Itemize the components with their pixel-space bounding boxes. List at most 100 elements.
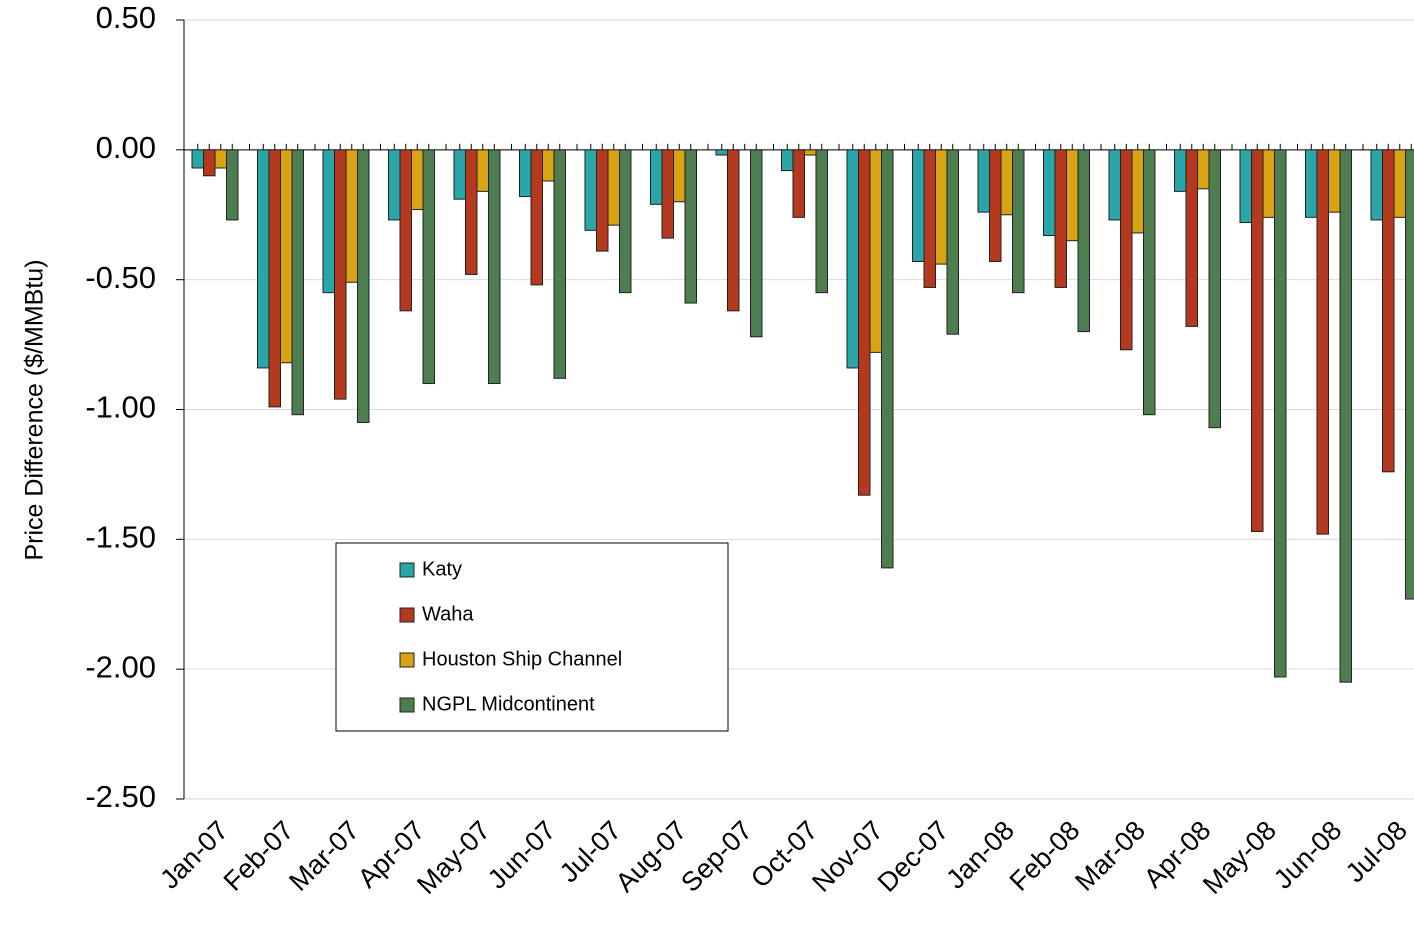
bar xyxy=(280,149,293,364)
bar xyxy=(1339,149,1352,683)
bar xyxy=(1262,149,1275,218)
x-tick-label: Nov-07 xyxy=(806,815,889,898)
bar xyxy=(846,149,859,369)
y-tick-label: -0.50 xyxy=(85,260,156,295)
legend-label: Houston Ship Channel xyxy=(422,648,622,670)
bar xyxy=(203,149,216,177)
y-tick-label: -2.00 xyxy=(85,649,156,684)
legend-swatch xyxy=(399,697,415,713)
bar xyxy=(673,149,686,203)
bar xyxy=(399,149,412,312)
legend-label: NGPL Midcontinent xyxy=(422,693,595,715)
y-tick-label: -1.50 xyxy=(85,520,156,555)
bar xyxy=(214,149,227,169)
bar xyxy=(291,149,304,416)
bar xyxy=(650,149,663,205)
legend-label: Katy xyxy=(422,558,462,580)
bar xyxy=(935,149,948,265)
bar xyxy=(1328,149,1341,213)
bar xyxy=(881,149,894,569)
bar xyxy=(869,149,882,353)
bar xyxy=(1012,149,1025,294)
bar xyxy=(191,149,204,169)
x-tick-label: Sep-07 xyxy=(675,815,758,898)
bar xyxy=(684,149,697,304)
bar xyxy=(912,149,925,262)
bar xyxy=(727,149,740,312)
bar xyxy=(453,149,466,200)
y-tick-label: -1.00 xyxy=(85,390,156,425)
bar xyxy=(607,149,620,226)
legend-swatch xyxy=(399,652,415,668)
bar xyxy=(1382,149,1395,473)
bar xyxy=(257,149,270,369)
x-tick-label: Jun-08 xyxy=(1268,815,1348,895)
bar xyxy=(596,149,609,252)
bar xyxy=(553,149,566,379)
bar xyxy=(411,149,424,211)
bar xyxy=(750,149,763,338)
bar xyxy=(1197,149,1210,190)
bar xyxy=(1066,149,1079,242)
bar xyxy=(858,149,871,496)
bar xyxy=(1305,149,1318,218)
bar xyxy=(1043,149,1056,237)
bar xyxy=(226,149,239,221)
bar xyxy=(345,149,358,283)
bar xyxy=(1251,149,1264,533)
bar xyxy=(804,149,817,156)
x-tick-label: Dec-07 xyxy=(872,815,955,898)
bar xyxy=(542,149,555,182)
x-tick-label: May-08 xyxy=(1197,815,1282,900)
bar xyxy=(465,149,478,275)
bar xyxy=(1185,149,1198,327)
legend-label: Waha xyxy=(422,603,474,625)
bar xyxy=(781,149,794,172)
bar xyxy=(1316,149,1329,535)
bar xyxy=(946,149,959,335)
bar xyxy=(1208,149,1221,429)
bar xyxy=(1143,149,1156,416)
bar xyxy=(476,149,489,192)
bar xyxy=(268,149,281,408)
bar xyxy=(422,149,435,385)
x-tick-label: Jan-08 xyxy=(940,815,1020,895)
y-axis-label: Price Difference ($/MMBtu) xyxy=(21,259,49,560)
bar xyxy=(1000,149,1013,216)
bar xyxy=(1054,149,1067,288)
legend-swatch xyxy=(399,562,415,578)
bar xyxy=(519,149,532,198)
bar xyxy=(715,149,728,156)
x-tick-label: Jul-08 xyxy=(1340,815,1413,888)
bar xyxy=(989,149,1002,262)
bar xyxy=(1120,149,1133,351)
bar xyxy=(322,149,335,294)
x-tick-label: May-07 xyxy=(411,815,496,900)
bar xyxy=(792,149,805,218)
bar xyxy=(661,149,674,239)
x-tick-label: Feb-08 xyxy=(1004,815,1086,897)
bar xyxy=(488,149,501,385)
bar xyxy=(334,149,347,400)
bar xyxy=(1370,149,1383,221)
bar xyxy=(815,149,828,294)
bar xyxy=(923,149,936,288)
bar xyxy=(1239,149,1252,224)
legend-swatch xyxy=(399,607,415,623)
bar xyxy=(388,149,401,221)
bar xyxy=(1077,149,1090,333)
bar xyxy=(1274,149,1287,678)
x-tick-label: Aug-07 xyxy=(610,815,693,898)
x-tick-label: Mar-07 xyxy=(283,815,365,897)
bar xyxy=(530,149,543,286)
x-tick-label: Jan-07 xyxy=(154,815,234,895)
bar xyxy=(357,149,370,423)
bar xyxy=(1131,149,1144,234)
bar xyxy=(1108,149,1121,221)
bar xyxy=(619,149,632,294)
y-tick-label: 0.50 xyxy=(96,0,156,35)
bar xyxy=(1174,149,1187,192)
x-tick-label: Jun-07 xyxy=(482,815,562,895)
